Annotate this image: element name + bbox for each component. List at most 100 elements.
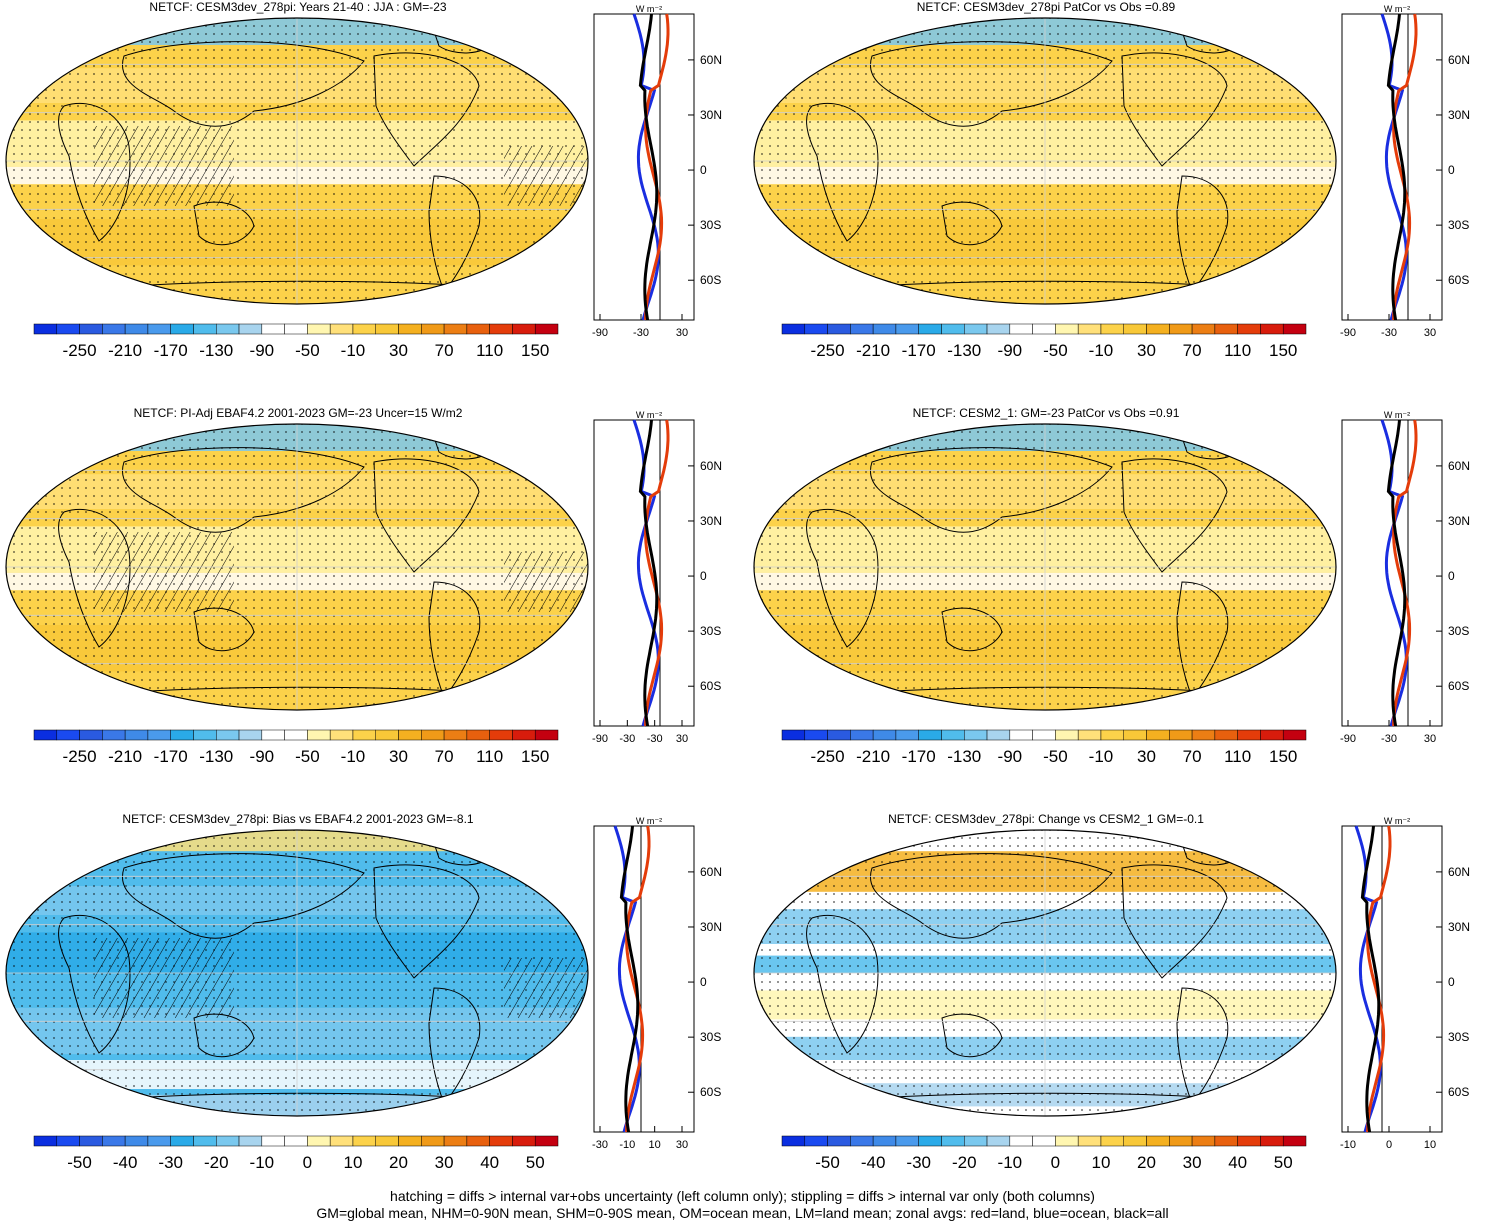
colorbar-box: [375, 729, 399, 741]
colorbar-box: [284, 1135, 308, 1147]
map-outline: [753, 829, 1337, 1117]
zonal-frame: [593, 825, 695, 1133]
colorbar-box: [827, 729, 851, 741]
lat-label: 0: [700, 975, 707, 989]
colorbar-label: -50: [1043, 341, 1068, 360]
lat-label: 30N: [700, 514, 722, 528]
lat-label: 60S: [1448, 1085, 1469, 1099]
colorbar-box: [56, 1135, 80, 1147]
colorbar-label: -210: [108, 341, 142, 360]
colorbar-label: 20: [389, 1153, 408, 1172]
lat-label: 60N: [700, 53, 722, 67]
colorbar-box: [375, 1135, 399, 1147]
colorbar-box: [1214, 729, 1238, 741]
colorbar-label: 40: [480, 1153, 499, 1172]
colorbar-label: 30: [389, 341, 408, 360]
lat-label: 60S: [700, 1085, 721, 1099]
colorbar-box: [850, 1135, 874, 1147]
colorbar-box: [941, 729, 965, 741]
colorbar-box: [261, 729, 285, 741]
colorbar-box: [534, 1135, 559, 1147]
colorbar-box: [147, 729, 171, 741]
zonal-tick-label: -30: [1381, 327, 1397, 339]
colorbar-label: -90: [998, 747, 1023, 766]
colorbar-box: [895, 1135, 919, 1147]
colorbar-label: -50: [815, 1153, 840, 1172]
colorbar-label: -20: [952, 1153, 977, 1172]
colorbar-box: [986, 729, 1011, 741]
lat-label: 30N: [1448, 514, 1470, 528]
colorbar-box: [918, 1135, 942, 1147]
colorbar-box: [1237, 1135, 1261, 1147]
colorbar-box: [261, 1135, 285, 1147]
lat-label: 30S: [1448, 624, 1469, 638]
colorbar-box: [1009, 323, 1033, 335]
lat-label: 30S: [700, 1030, 721, 1044]
zonal-series-line: [644, 13, 670, 321]
colorbar-label: -50: [67, 1153, 92, 1172]
colorbar-label: 110: [476, 747, 503, 766]
colorbar-box: [781, 1135, 806, 1147]
colorbar-box: [512, 323, 536, 335]
lat-label: 30N: [1448, 920, 1470, 934]
lat-label: 60N: [700, 865, 722, 879]
colorbar-label: 150: [1269, 341, 1297, 360]
colorbar-box: [352, 1135, 376, 1147]
zonal-tick-label: 0: [1386, 1139, 1392, 1151]
colorbar-label: 0: [1051, 1153, 1060, 1172]
zonal-tick-label: -90: [592, 733, 608, 745]
colorbar-box: [170, 1135, 194, 1147]
colorbar-box: [238, 729, 263, 741]
colorbar-box: [964, 1135, 988, 1147]
colorbar-label: -210: [108, 747, 142, 766]
zonal-mean-plot: W m⁻² 60N 30N 0 30S 60S -30 -10 10 30: [592, 816, 722, 1151]
colorbar-box: [850, 323, 874, 335]
colorbar-label: 20: [1137, 1153, 1156, 1172]
colorbar-box: [124, 1135, 149, 1147]
colorbar-label: -210: [856, 747, 890, 766]
colorbar-box: [489, 1135, 513, 1147]
colorbar-label: -130: [199, 747, 233, 766]
colorbar-label: 70: [435, 341, 454, 360]
colorbar-label: 50: [526, 1153, 545, 1172]
zonal-tick-label: -30: [633, 327, 649, 339]
colorbar-box: [781, 729, 806, 741]
colorbar: -50 -40 -30 -20 -10 0 10 20 30 40 50: [33, 1135, 559, 1172]
colorbar-box: [827, 1135, 851, 1147]
colorbar-label: 110: [1224, 747, 1251, 766]
zonal-series-line: [1366, 825, 1392, 1133]
colorbar-box: [33, 729, 58, 741]
colorbar-label: -50: [295, 341, 320, 360]
colorbar-box: [329, 323, 354, 335]
colorbar-box: [466, 1135, 490, 1147]
colorbar-box: [1055, 323, 1079, 335]
colorbar: -250 -210 -170 -130 -90 -50 -10 30 70 110 150: [33, 729, 559, 766]
map-outline: [5, 829, 589, 1117]
colorbar-box: [398, 323, 422, 335]
zonal-tick-label: -10: [1340, 1139, 1356, 1151]
colorbar-label: -250: [811, 341, 845, 360]
colorbar-box: [534, 729, 559, 741]
colorbar: -250 -210 -170 -130 -90 -50 -10 30 70 110 150: [33, 323, 559, 360]
colorbar-box: [375, 323, 399, 335]
map-outline: [5, 423, 589, 711]
footer-legend-note: GM=global mean, NHM=0-90N mean, SHM=0-90…: [316, 1205, 1169, 1221]
zonal-mean-plot: W m⁻² 60N 30N 0 30S 60S -10 0 10: [1340, 816, 1470, 1151]
colorbar-box: [443, 729, 468, 741]
colorbar-box: [284, 729, 308, 741]
colorbar-label: 150: [521, 747, 549, 766]
world-map: [753, 423, 1337, 711]
colorbar-label: -40: [861, 1153, 886, 1172]
zonal-mean-plot: W m⁻² 60N 30N 0 30S 60S -90 -30 -30 30: [592, 410, 722, 745]
colorbar-box: [261, 323, 285, 335]
colorbar-label: -10: [1089, 747, 1114, 766]
zonal-series-line: [638, 13, 659, 321]
colorbar-box: [329, 729, 354, 741]
lat-label: 30S: [700, 624, 721, 638]
colorbar-box: [443, 323, 468, 335]
colorbar-box: [1032, 323, 1056, 335]
zonal-unit: W m⁻²: [1384, 816, 1410, 826]
zonal-series-line: [644, 419, 670, 727]
map-outline: [753, 17, 1337, 305]
lat-label: 60S: [700, 273, 721, 287]
